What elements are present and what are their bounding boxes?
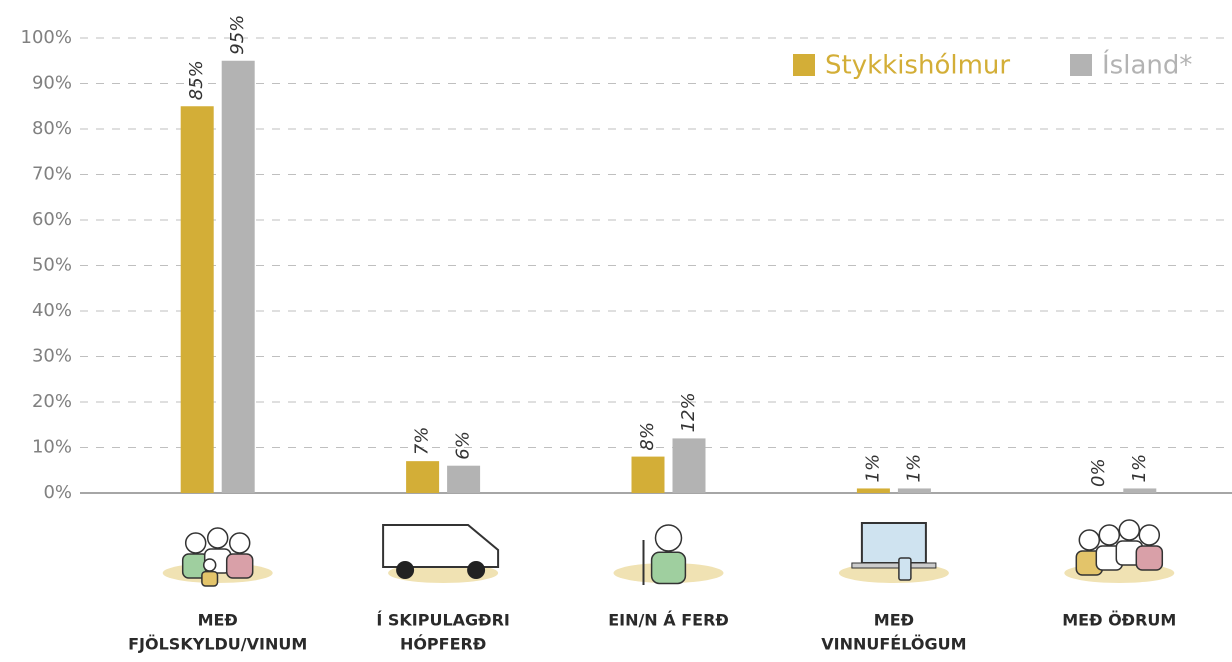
bar — [181, 106, 214, 493]
value-label: 0% — [1088, 458, 1109, 487]
y-tick-label: 20% — [32, 391, 72, 412]
bar — [857, 488, 890, 493]
y-tick-label: 60% — [32, 209, 72, 230]
icon-body — [652, 552, 686, 583]
y-tick-label: 10% — [32, 437, 72, 458]
x-tick-label: MEÐ ÖÐRUM — [1062, 611, 1176, 630]
category-icon — [839, 523, 949, 583]
icon-head — [1099, 525, 1119, 545]
icon-body — [227, 554, 253, 578]
icon-wheel — [467, 561, 485, 579]
icon-body — [1136, 546, 1162, 570]
bar — [898, 488, 931, 493]
legend-label: Ísland* — [1102, 49, 1192, 81]
value-label: 85% — [186, 60, 207, 100]
y-tick-label: 30% — [32, 346, 72, 367]
bar — [673, 438, 706, 493]
bar — [222, 61, 255, 493]
x-tick-label: FJÖLSKYLDU/VINUM — [128, 635, 307, 654]
icon-head — [1139, 525, 1159, 545]
bar — [1123, 488, 1156, 493]
y-tick-label: 80% — [32, 118, 72, 139]
value-label: 12% — [678, 392, 699, 432]
icon-wheel — [396, 561, 414, 579]
y-tick-label: 70% — [32, 164, 72, 185]
category-icon — [163, 528, 273, 586]
value-label: 7% — [412, 427, 433, 456]
value-label: 1% — [862, 454, 883, 483]
x-tick-label: Í SKIPULAGÐRI — [376, 611, 510, 630]
icon-head — [1079, 530, 1099, 550]
value-label: 1% — [1129, 454, 1150, 483]
chart: 0% 10% 20% 30% 40% 50% 60% 70% 80% 90% 100% Stykkis… — [0, 0, 1232, 662]
icon-laptop — [862, 523, 926, 563]
x-tick-label: MEÐ — [198, 611, 238, 630]
x-tick-label: MEÐ — [874, 611, 914, 630]
bar — [632, 457, 665, 493]
y-tick-label: 100% — [21, 27, 72, 48]
y-tick-label: 90% — [32, 73, 72, 94]
category-icon — [614, 525, 724, 585]
y-tick-label: 40% — [32, 300, 72, 321]
legend-swatch — [793, 54, 815, 76]
value-label: 95% — [227, 15, 248, 55]
icon-phone — [899, 558, 911, 580]
category-icon — [1064, 520, 1174, 583]
icon-body — [202, 572, 218, 586]
icon-head — [186, 533, 206, 553]
icon-head — [1119, 520, 1139, 540]
icon-van — [383, 525, 498, 567]
value-label: 6% — [453, 431, 474, 460]
x-tick-label: HÓPFERÐ — [400, 635, 486, 654]
y-tick-label: 0% — [43, 482, 72, 503]
value-label: 8% — [637, 422, 658, 451]
icon-laptop-base — [852, 563, 936, 568]
icon-head — [656, 525, 682, 551]
icon-head — [208, 528, 228, 548]
bar — [406, 461, 439, 493]
category-icon — [383, 525, 498, 583]
y-tick-label: 50% — [32, 255, 72, 276]
x-tick-label: EIN/N Á FERÐ — [608, 611, 729, 630]
legend-swatch — [1070, 54, 1092, 76]
x-tick-label: VINNUFÉLÖGUM — [821, 635, 966, 654]
bar — [447, 466, 480, 493]
legend-label: Stykkishólmur — [825, 51, 1010, 81]
value-label: 1% — [903, 454, 924, 483]
icon-head — [230, 533, 250, 553]
icon-head — [204, 559, 216, 571]
